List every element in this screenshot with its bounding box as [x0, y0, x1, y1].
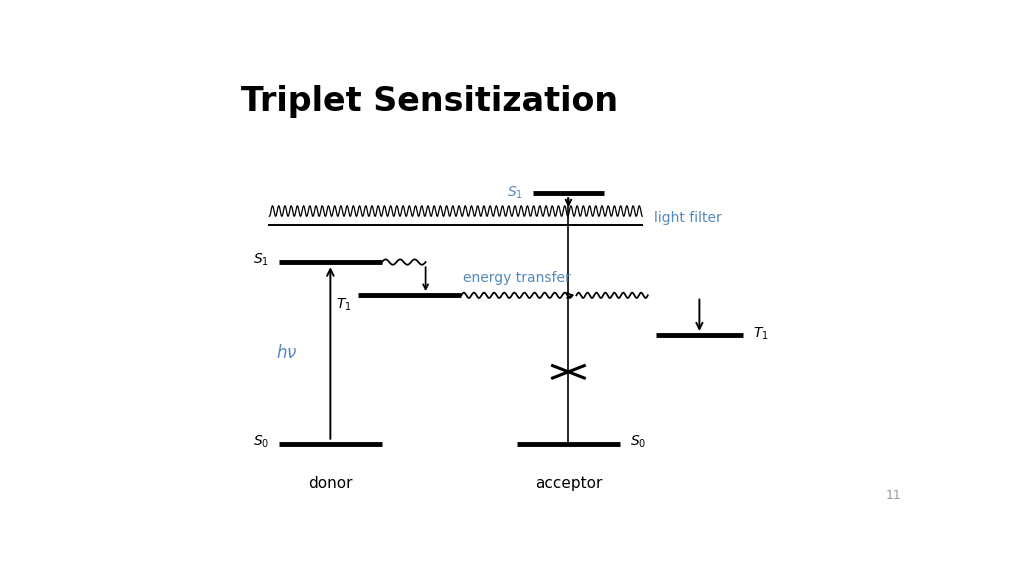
Text: Triplet Sensitization: Triplet Sensitization: [241, 85, 618, 118]
Text: $S_1$: $S_1$: [507, 184, 523, 200]
Text: $T_1$: $T_1$: [336, 296, 352, 313]
Text: $T_1$: $T_1$: [753, 325, 768, 342]
Text: $h\nu$: $h\nu$: [276, 344, 297, 362]
Text: $S_1$: $S_1$: [253, 252, 269, 268]
Text: acceptor: acceptor: [535, 476, 602, 491]
Text: light filter: light filter: [654, 211, 722, 225]
Text: energy transfer: energy transfer: [463, 271, 570, 286]
Text: $S_0$: $S_0$: [630, 434, 646, 450]
Text: 11: 11: [886, 488, 902, 502]
Text: $S_0$: $S_0$: [253, 434, 269, 450]
Text: donor: donor: [308, 476, 352, 491]
